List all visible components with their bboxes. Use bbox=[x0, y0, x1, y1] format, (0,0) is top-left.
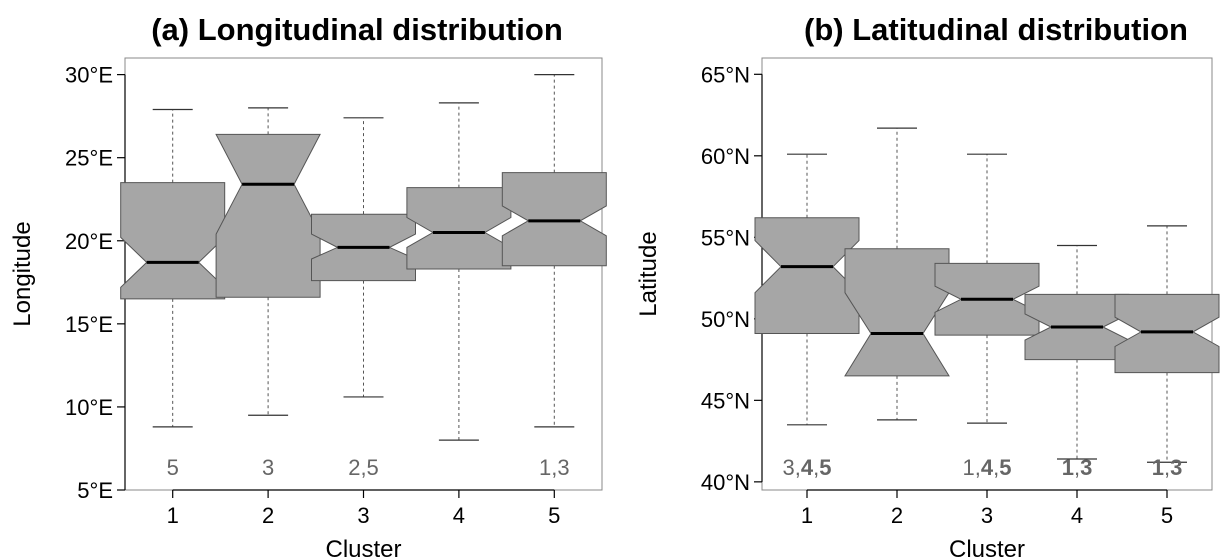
x-tick-label: 3 bbox=[357, 503, 369, 528]
x-axis-label: Cluster bbox=[325, 536, 401, 560]
y-tick-label: 55°N bbox=[701, 225, 750, 250]
y-tick-label: 30°E bbox=[65, 63, 113, 88]
x-tick-label: 4 bbox=[1071, 503, 1083, 528]
notched-box bbox=[844, 248, 950, 377]
y-tick-label: 45°N bbox=[701, 388, 750, 413]
significance-label: 2,5 bbox=[348, 455, 379, 480]
significance-label: 1,3 bbox=[1062, 455, 1093, 480]
y-tick-label: 25°E bbox=[65, 146, 113, 171]
box-cluster-1 bbox=[120, 108, 226, 428]
significance-label: 5 bbox=[167, 455, 179, 480]
y-tick-label: 20°E bbox=[65, 229, 113, 254]
x-tick-label: 1 bbox=[167, 503, 179, 528]
y-axis-label: Latitude bbox=[635, 231, 662, 316]
significance-label: 3 bbox=[262, 455, 274, 480]
y-tick-label: 15°E bbox=[65, 312, 113, 337]
chart-panel-a: (a) Longitudinal distribution 5°E 10°E 15°E… bbox=[9, 12, 607, 560]
box-cluster-3 bbox=[934, 153, 1040, 424]
x-tick-label: 5 bbox=[548, 503, 560, 528]
box-cluster-2 bbox=[215, 107, 321, 416]
x-tick-label: 2 bbox=[891, 503, 903, 528]
chart-title: (b) Latitudinal distribution bbox=[804, 12, 1188, 47]
notched-box bbox=[406, 187, 512, 270]
x-axis-label: Cluster bbox=[949, 536, 1025, 560]
y-tick-label: 5°E bbox=[77, 478, 113, 503]
x-tick-label: 2 bbox=[262, 503, 274, 528]
box-cluster-5 bbox=[501, 74, 607, 428]
box-cluster-3 bbox=[311, 117, 416, 398]
y-tick-label: 50°N bbox=[701, 307, 750, 332]
notched-box bbox=[754, 217, 860, 334]
box-cluster-1 bbox=[754, 153, 860, 426]
y-tick-label: 60°N bbox=[701, 144, 750, 169]
box-cluster-4 bbox=[406, 102, 512, 441]
notched-box bbox=[1114, 293, 1220, 374]
chart-title: (a) Longitudinal distribution bbox=[151, 12, 563, 47]
chart-panel-b: (b) Latitudinal distribution 40°N 45°N 50°N… bbox=[635, 12, 1220, 560]
x-tick-label: 3 bbox=[981, 503, 993, 528]
significance-label: 3,4,5 bbox=[783, 455, 832, 480]
notched-box bbox=[501, 172, 607, 267]
y-tick-label: 40°N bbox=[701, 470, 750, 495]
notched-box bbox=[120, 182, 226, 300]
notched-box bbox=[215, 133, 321, 298]
y-tick-label: 10°E bbox=[65, 395, 113, 420]
y-tick-label: 65°N bbox=[701, 62, 750, 87]
significance-label: 1,3 bbox=[1152, 455, 1183, 480]
box-cluster-4 bbox=[1024, 244, 1130, 460]
significance-label: 1,3 bbox=[539, 455, 570, 480]
box-cluster-5 bbox=[1114, 225, 1220, 463]
significance-label: 1,4,5 bbox=[963, 455, 1012, 480]
x-tick-label: 1 bbox=[801, 503, 813, 528]
x-tick-label: 4 bbox=[453, 503, 465, 528]
box-cluster-2 bbox=[844, 127, 950, 421]
y-axis-label: Longitude bbox=[9, 221, 36, 326]
x-tick-label: 5 bbox=[1161, 503, 1173, 528]
